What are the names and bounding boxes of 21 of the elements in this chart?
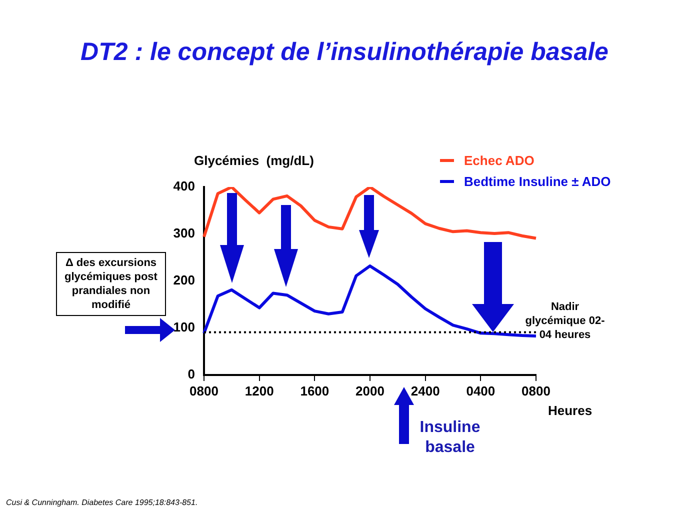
legend-label: Echec ADO [464,153,534,168]
legend-label: Bedtime Insuline ± ADO [464,174,611,189]
text: Δ des excursions glycémiques post prandiales non modifié [56,252,166,316]
y-tick-label: 100 [173,320,195,335]
y-tick-label: 0 [188,366,195,382]
x-tick-label: 2400 [410,383,440,398]
x-tick-label: 0800 [522,383,550,398]
text: Cusi & Cunningham. Diabetes Care 1995;18:843-851. [6,498,198,507]
y-tick-label: 300 [173,226,195,241]
x-axis-title: Heures [548,403,592,418]
annotation: Nadir glycémique 02-04 heures [524,300,606,342]
x-tick-label: 0800 [190,383,218,398]
text: Insuline basale [418,418,482,458]
x-tick-label: 1600 [300,383,330,398]
x-tick-label: 0400 [466,383,496,398]
y-tick-label: 400 [173,178,195,194]
y-tick-label: 200 [173,272,195,288]
y-axis-title: Glycémies (mg/dL) [194,153,314,168]
x-tick-label: 2000 [356,383,384,398]
x-tick-label: 1200 [244,383,274,398]
chart-title: DT2 : le concept de l’insulinothérapie basale [80,38,610,67]
